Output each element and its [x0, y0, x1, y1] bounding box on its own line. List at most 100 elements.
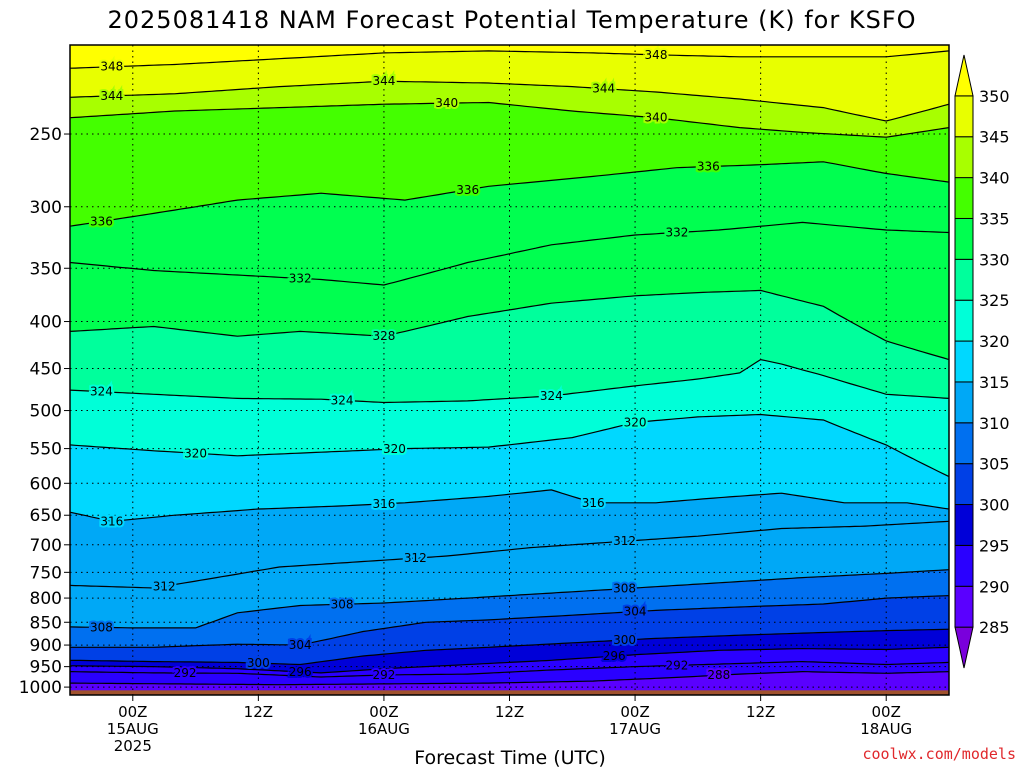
theta-band: [70, 595, 949, 665]
isentrope-label: 308: [331, 597, 354, 611]
y-tick-label: 850: [30, 613, 62, 633]
isentrope-label: 340: [645, 111, 668, 125]
isentrope-label: 320: [383, 442, 406, 456]
theta-band: [70, 569, 949, 648]
colorbar-swatch: [954, 381, 974, 424]
isentrope-label: 316: [100, 514, 123, 528]
colorbar-swatch: [954, 54, 974, 97]
y-tick-label: 900: [30, 636, 62, 656]
isentrope-332: [70, 221, 949, 286]
colorbar-label: 300: [979, 496, 1010, 515]
colorbar-swatch: [954, 544, 974, 587]
x-tick-label: 12Z: [746, 703, 775, 721]
y-tick-label: 950: [30, 658, 62, 678]
isentrope-312: [70, 520, 949, 589]
colorbar-label: 330: [979, 250, 1010, 269]
isentrope-label: 344: [592, 82, 615, 96]
y-tick-label: 750: [30, 563, 62, 583]
isentrope-label: 308: [613, 582, 636, 596]
y-tick-label: 1000: [19, 678, 62, 698]
isentrope-label: 312: [613, 534, 636, 548]
isentrope-label: 348: [100, 60, 123, 74]
y-tick-label: 800: [30, 589, 62, 609]
colorbar-label: 325: [979, 291, 1010, 310]
isentrope-label: 332: [289, 271, 312, 285]
x-tick-label: 00Z: [620, 703, 649, 721]
isentrope-label: 320: [184, 446, 207, 460]
colorbar-swatch: [954, 585, 974, 628]
colorbar-label: 285: [979, 618, 1010, 637]
isentrope-324: [70, 358, 949, 404]
theta-band: [70, 359, 949, 477]
y-tick-label: 250: [30, 125, 62, 145]
colorbar: 285 290 295 300 305 310 315 320 325 330 335 340 345 3…: [954, 54, 1010, 669]
x-tick-label: 18AUG: [860, 720, 912, 738]
theta-band: [70, 489, 949, 588]
colorbar-label: 290: [979, 577, 1010, 596]
grid-lines: [70, 45, 949, 695]
isentrope-304: [70, 595, 949, 648]
isentrope-292: [70, 660, 949, 678]
isentrope-label: 300: [613, 633, 636, 647]
chart-title: 2025081418 NAM Forecast Potential Temper…: [107, 6, 916, 34]
isentrope-label: 312: [153, 579, 176, 593]
isentrope-label: 304: [289, 638, 312, 652]
isentrope-label: 312: [404, 551, 427, 565]
isentrope-label: 316: [582, 496, 605, 510]
isentrope-328: [70, 289, 949, 361]
x-tick-label: 00Z: [118, 703, 147, 721]
y-tick-label: 700: [30, 536, 62, 556]
colorbar-label: 340: [979, 169, 1010, 188]
y-tick-label: 500: [30, 402, 62, 422]
isentrope-344: [70, 80, 949, 122]
colorbar-swatch: [954, 626, 974, 669]
y-axis: 250 300 350 400 450 500 550 600 650 700 750 800 850 9…: [19, 125, 70, 698]
x-tick-label: 2025: [114, 737, 152, 755]
isentrope-316: [70, 489, 949, 522]
isentrope-label: 292: [372, 668, 395, 682]
colorbar-swatch: [954, 299, 974, 342]
isentrope-348: [70, 50, 949, 69]
isentrope-label: 324: [540, 389, 563, 403]
isentrope-label: 292: [665, 658, 688, 672]
theta-band: [70, 81, 949, 138]
colorbar-label: 315: [979, 373, 1010, 392]
colorbar-label: 305: [979, 455, 1010, 474]
isentrope-label: 332: [665, 226, 688, 240]
isentrope-label: 328: [372, 329, 395, 343]
colorbar-label: 295: [979, 536, 1010, 555]
isentrope-label: 324: [331, 393, 354, 407]
isentrope-lines: [70, 50, 949, 686]
isentrope-label: 308: [90, 620, 113, 634]
ground-band: [70, 690, 949, 695]
theta-band: [70, 647, 949, 677]
x-tick-label: 16AUG: [358, 720, 410, 738]
colorbar-label: 310: [979, 414, 1010, 433]
isentrope-label: 336: [456, 183, 479, 197]
isentrope-label: 296: [603, 649, 626, 663]
colorbar-swatch: [954, 463, 974, 506]
isentrope-label: 340: [435, 96, 458, 110]
ground-rect: [70, 690, 949, 695]
colorbar-swatch: [954, 177, 974, 219]
x-tick-label: 17AUG: [609, 720, 661, 738]
y-tick-label: 600: [30, 474, 62, 494]
isentrope-300: [70, 628, 949, 666]
isentrope-label: 292: [174, 666, 197, 680]
isentrope-label: 320: [624, 415, 647, 429]
colorbar-swatch: [954, 258, 974, 301]
colorbar-swatch: [954, 95, 974, 138]
isentrope-label: 336: [90, 214, 113, 228]
isentrope-labels: 348 348 344 344 344 340 340 336 336 336 332 332 328 3…: [88, 46, 732, 684]
x-tick-label: 00Z: [872, 703, 901, 721]
isentrope-label: 344: [372, 74, 395, 88]
colorbar-swatch: [954, 422, 974, 465]
theta-band: [70, 50, 949, 121]
isentrope-label: 348: [645, 48, 668, 62]
isentrope-296: [70, 646, 949, 674]
theta-band: [70, 521, 949, 628]
x-tick-label: 00Z: [369, 703, 398, 721]
colorbar-swatch: [954, 136, 974, 179]
colorbar-label: 320: [979, 332, 1010, 351]
